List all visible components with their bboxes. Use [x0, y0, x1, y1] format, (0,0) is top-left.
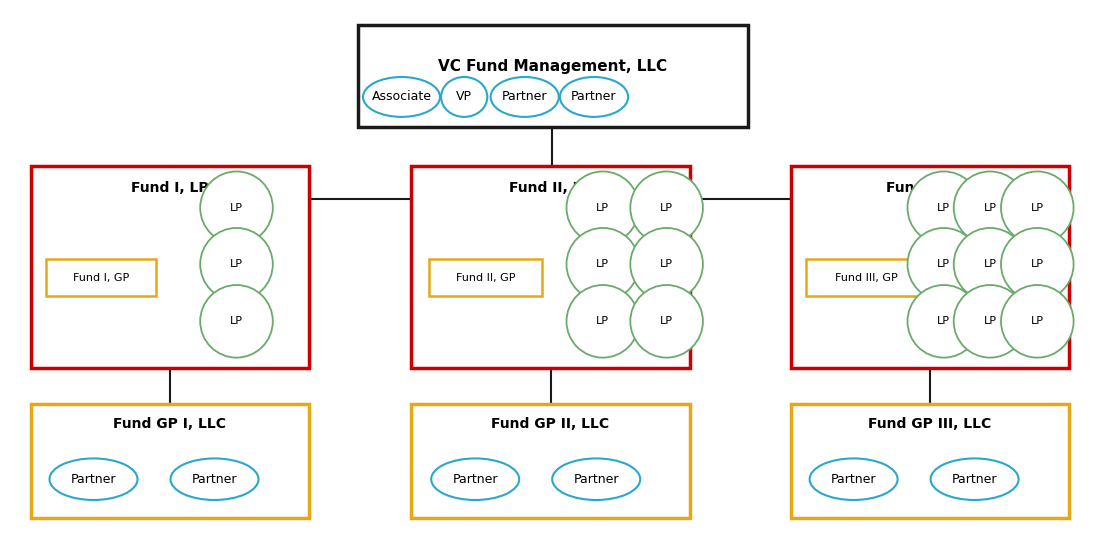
FancyBboxPatch shape	[31, 166, 309, 368]
Text: Fund GP I, LLC: Fund GP I, LLC	[113, 417, 227, 431]
FancyBboxPatch shape	[358, 25, 748, 127]
Ellipse shape	[560, 77, 628, 117]
Ellipse shape	[200, 228, 273, 301]
Text: Partner: Partner	[452, 473, 498, 486]
Ellipse shape	[630, 171, 703, 244]
Text: Partner: Partner	[571, 90, 617, 104]
Text: LP: LP	[230, 316, 243, 326]
Ellipse shape	[566, 285, 639, 358]
Text: Fund II, GP: Fund II, GP	[455, 273, 516, 283]
Text: LP: LP	[596, 203, 609, 213]
Ellipse shape	[1001, 171, 1074, 244]
Ellipse shape	[954, 171, 1026, 244]
Ellipse shape	[954, 228, 1026, 301]
FancyBboxPatch shape	[46, 259, 156, 296]
Text: VP: VP	[456, 90, 472, 104]
Ellipse shape	[566, 171, 639, 244]
Text: LP: LP	[983, 316, 997, 326]
Text: LP: LP	[660, 203, 673, 213]
Text: LP: LP	[660, 259, 673, 269]
Text: LP: LP	[230, 259, 243, 269]
Text: LP: LP	[1031, 316, 1044, 326]
Ellipse shape	[552, 459, 640, 500]
Text: Partner: Partner	[830, 473, 877, 486]
Text: Fund II, LP: Fund II, LP	[509, 181, 592, 196]
Text: Fund I, GP: Fund I, GP	[73, 273, 130, 283]
Text: Associate: Associate	[372, 90, 431, 104]
Ellipse shape	[908, 228, 980, 301]
Text: LP: LP	[1031, 259, 1044, 269]
Ellipse shape	[908, 285, 980, 358]
Ellipse shape	[810, 459, 898, 500]
Ellipse shape	[200, 285, 273, 358]
Text: LP: LP	[596, 316, 609, 326]
Text: VC Fund Management, LLC: VC Fund Management, LLC	[438, 59, 668, 74]
Ellipse shape	[363, 77, 440, 117]
Text: LP: LP	[937, 259, 950, 269]
FancyBboxPatch shape	[806, 259, 927, 296]
Text: Partner: Partner	[70, 473, 117, 486]
Ellipse shape	[491, 77, 559, 117]
Ellipse shape	[908, 171, 980, 244]
Ellipse shape	[630, 285, 703, 358]
Text: LP: LP	[596, 259, 609, 269]
Ellipse shape	[200, 171, 273, 244]
Ellipse shape	[566, 228, 639, 301]
Ellipse shape	[50, 459, 138, 500]
Text: Fund GP III, LLC: Fund GP III, LLC	[868, 417, 992, 431]
FancyBboxPatch shape	[791, 404, 1069, 518]
Text: LP: LP	[660, 316, 673, 326]
Text: LP: LP	[937, 203, 950, 213]
FancyBboxPatch shape	[429, 259, 542, 296]
Ellipse shape	[170, 459, 258, 500]
Ellipse shape	[431, 459, 519, 500]
Text: Fund III, GP: Fund III, GP	[835, 273, 899, 283]
Text: LP: LP	[230, 203, 243, 213]
Text: Partner: Partner	[573, 473, 619, 486]
Text: Partner: Partner	[191, 473, 238, 486]
Text: Partner: Partner	[952, 473, 998, 486]
Text: LP: LP	[983, 259, 997, 269]
Text: Fund GP II, LLC: Fund GP II, LLC	[492, 417, 609, 431]
Ellipse shape	[954, 285, 1026, 358]
Ellipse shape	[1001, 228, 1074, 301]
Ellipse shape	[1001, 285, 1074, 358]
FancyBboxPatch shape	[411, 404, 690, 518]
Ellipse shape	[931, 459, 1019, 500]
FancyBboxPatch shape	[791, 166, 1069, 368]
FancyBboxPatch shape	[411, 166, 690, 368]
Text: LP: LP	[983, 203, 997, 213]
Text: Partner: Partner	[502, 90, 548, 104]
Ellipse shape	[441, 77, 487, 117]
FancyBboxPatch shape	[31, 404, 309, 518]
Text: Fund I, LP: Fund I, LP	[131, 181, 209, 196]
Text: Fund III, LP: Fund III, LP	[887, 181, 974, 196]
Ellipse shape	[630, 228, 703, 301]
Text: LP: LP	[937, 316, 950, 326]
Text: LP: LP	[1031, 203, 1044, 213]
